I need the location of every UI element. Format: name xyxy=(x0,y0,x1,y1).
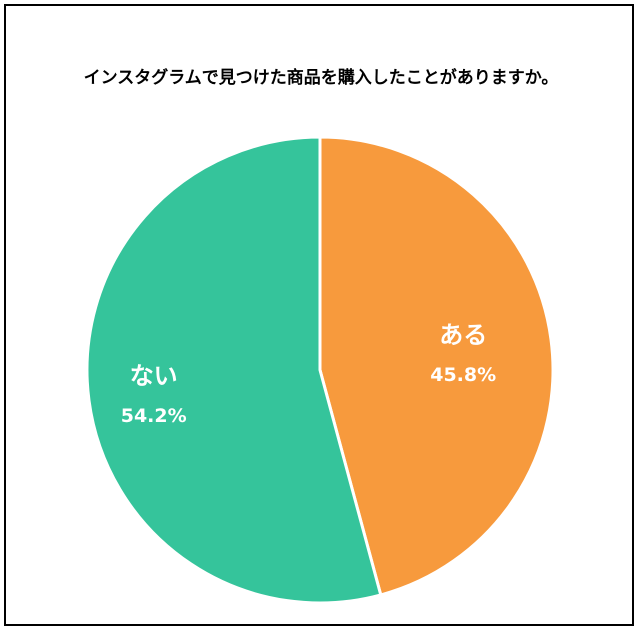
pie-slice-2 xyxy=(85,135,383,605)
pie-slice-1 xyxy=(318,135,555,597)
slice-category-label-1: ある xyxy=(439,321,487,349)
slice-value-label-2: 54.2% xyxy=(121,405,187,427)
slice-value-label-1: 45.8% xyxy=(430,364,496,386)
slice-category-label-2: ない xyxy=(130,362,178,390)
pie-labels: ある 45.8% ない 54.2% xyxy=(121,321,496,427)
pie-slices xyxy=(85,135,555,605)
chart-title: インスタグラムで見つけた商品を購入したことがありますか。 xyxy=(83,68,559,88)
